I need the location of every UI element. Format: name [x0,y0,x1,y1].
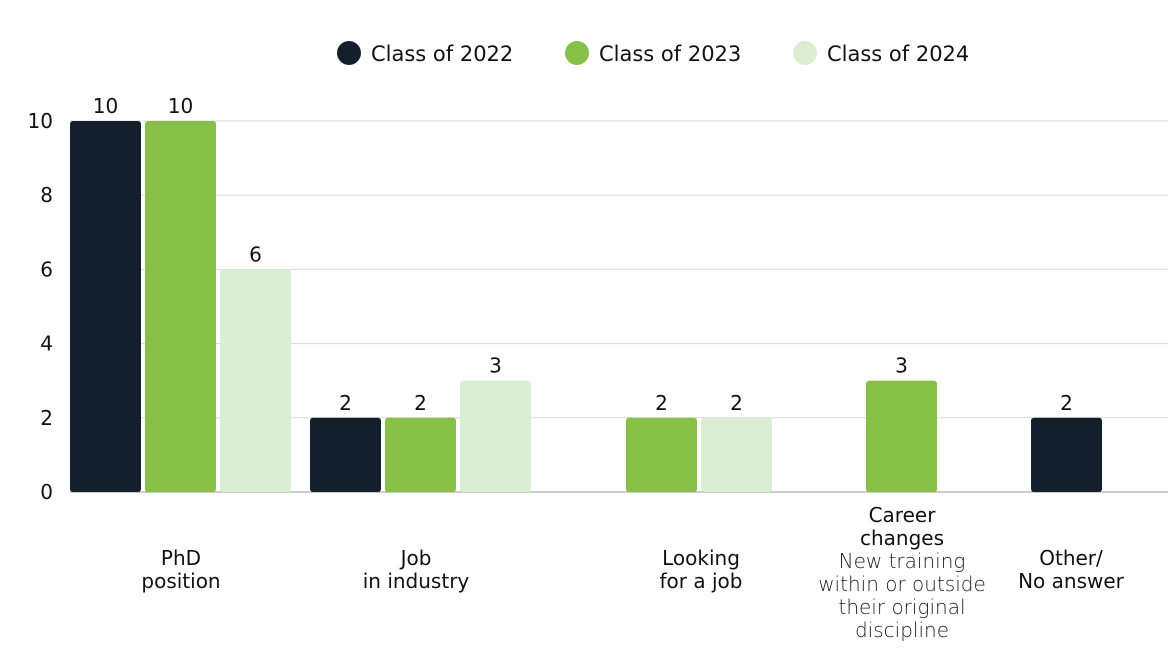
legend-label-3: Class of 2024 [827,42,969,66]
category-label: Career [869,503,937,527]
bar-value-label: 3 [489,354,502,378]
bar [310,417,381,492]
bar [145,121,216,492]
bar [866,380,937,492]
bar-value-label: 10 [168,94,193,118]
category-label: Other/ [1039,546,1103,570]
bar [70,121,141,492]
legend-swatch-2 [565,41,589,65]
bar-value-label: 2 [1060,391,1073,415]
bar [460,380,531,492]
category-label: Job [399,546,432,570]
bar-value-label: 10 [93,94,118,118]
y-tick-label: 2 [40,406,53,430]
category-sublabel: New training [839,549,966,573]
category-label: PhD [161,546,201,570]
bar-value-label: 2 [655,391,668,415]
category-sublabel: within or outside [818,572,986,596]
legend-swatch-3 [793,41,817,65]
bar [626,417,697,492]
legend: Class of 2022 Class of 2023 Class of 2024 [337,41,969,66]
category-label: No answer [1018,569,1125,593]
category-label: Looking [662,546,740,570]
bar-value-label: 2 [414,391,427,415]
bars: 10 10 6 2 2 3 2 2 3 2 [70,94,1102,492]
bar-value-label: 6 [249,242,262,266]
bar [1031,417,1102,492]
y-tick-label: 8 [40,183,53,207]
bar-value-label: 3 [895,354,908,378]
y-tick-label: 4 [40,332,53,356]
bar-value-label: 2 [339,391,352,415]
category-sublabel: discipline [855,618,949,642]
legend-label-2: Class of 2023 [599,42,741,66]
bar [701,417,772,492]
y-axis: 0 2 4 6 8 10 [28,109,53,504]
y-tick-label: 0 [40,480,53,504]
bar [220,269,291,492]
bar [385,417,456,492]
category-label: for a job [660,569,743,593]
category-label: in industry [363,569,470,593]
category-label: changes [860,526,944,550]
legend-swatch-1 [337,41,361,65]
y-tick-label: 10 [28,109,53,133]
category-label: position [141,569,220,593]
y-tick-label: 6 [40,257,53,281]
bar-value-label: 2 [730,391,743,415]
legend-label-1: Class of 2022 [371,42,513,66]
category-sublabel: their original [838,595,965,619]
